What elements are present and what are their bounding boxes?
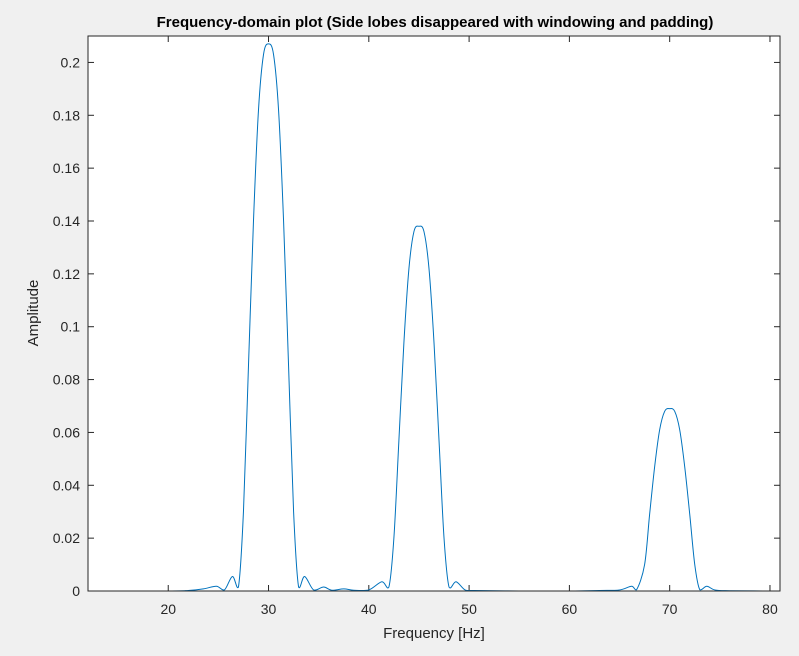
y-tick-label: 0.06: [53, 424, 80, 440]
y-tick-label: 0.2: [61, 54, 81, 70]
plot-area: [88, 36, 780, 591]
y-tick-label: 0.14: [53, 213, 80, 229]
y-tick-label: 0.16: [53, 160, 80, 176]
plot-frame: [87, 35, 781, 592]
x-axis-label: Frequency [Hz]: [383, 625, 485, 642]
x-axis-ticks: 20 30 40 50 60 70 80: [160, 36, 778, 617]
x-tick-label: 80: [762, 601, 778, 617]
x-tick-label: 30: [261, 601, 277, 617]
y-tick-label: 0: [72, 583, 80, 599]
x-tick-label: 50: [461, 601, 477, 617]
spectrum-line: [88, 43, 781, 592]
y-axis-label: Amplitude: [25, 280, 42, 347]
y-tick-label: 0.04: [53, 477, 80, 493]
x-tick-label: 40: [361, 601, 377, 617]
y-tick-label: 0.12: [53, 266, 80, 282]
chart-title: Frequency-domain plot (Side lobes disapp…: [157, 14, 714, 31]
x-tick-label: 60: [562, 601, 578, 617]
x-tick-label: 70: [662, 601, 678, 617]
x-tick-label: 20: [160, 601, 176, 617]
y-tick-label: 0.02: [53, 530, 80, 546]
y-tick-label: 0.18: [53, 107, 80, 123]
y-tick-label: 0.08: [53, 372, 80, 388]
y-tick-label: 0.1: [61, 319, 81, 335]
y-axis-ticks: 0 0.02 0.04 0.06 0.08 0.1 0.12 0.14 0.16 0.18 0.2: [53, 54, 780, 599]
